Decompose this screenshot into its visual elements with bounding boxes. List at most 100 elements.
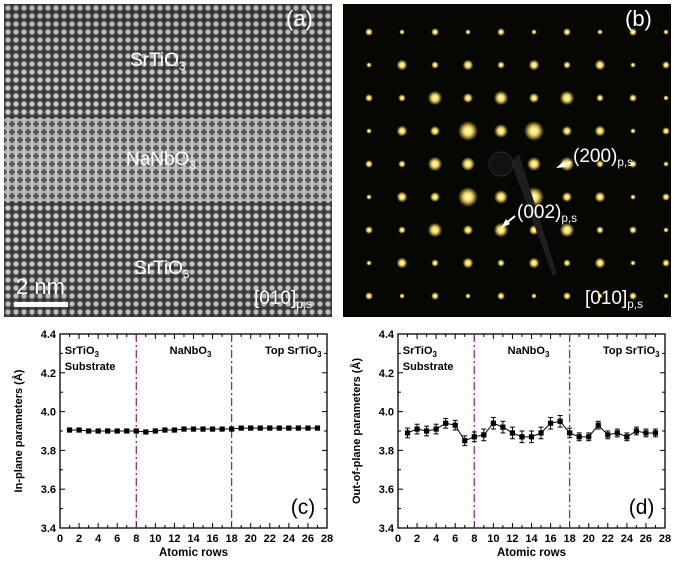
region-label: NaNbO3 <box>170 345 212 359</box>
data-point <box>586 434 592 440</box>
panel-label: (d) <box>629 496 655 519</box>
out-of-plane-chart-panel: 0 2 4 6 8 10 12 14 16 18 20 22 24 26 28 3.4 3.6 3.8 4.0 4.2… <box>338 322 676 559</box>
data-point <box>190 426 197 432</box>
data-point <box>490 420 496 426</box>
x-tick-label: 16 <box>206 533 218 545</box>
zone-axis-label-b: [010]p,s <box>585 288 643 312</box>
data-point <box>462 438 468 444</box>
region-label: SrTiO3 <box>403 345 438 359</box>
x-tick-label: 10 <box>487 533 499 545</box>
data-point <box>181 426 187 432</box>
x-tick-label: 16 <box>544 533 556 545</box>
x-tick-label: 2 <box>76 533 82 545</box>
layer-label-top-srtio3: SrTiO3 <box>130 50 186 74</box>
data-point <box>124 428 130 434</box>
data-point <box>200 426 206 432</box>
layer-label-nanbo3: NaNbO3 <box>126 149 196 173</box>
data-point <box>424 428 430 434</box>
x-tick-label: 18 <box>564 533 576 545</box>
x-tick-label: 0 <box>395 533 401 545</box>
data-point <box>443 420 449 426</box>
data-point <box>481 432 487 438</box>
hrtem-image-panel: (a) SrTiO3 NaNbO3 SrTiO3 2 nm [010]p,s <box>4 4 332 317</box>
data-point <box>114 428 120 434</box>
data-point <box>547 420 554 426</box>
data-point <box>171 427 178 433</box>
data-point <box>209 426 216 432</box>
data-point <box>414 426 420 432</box>
y-axis-label: Out-of-plane parameters (Å) <box>350 358 363 504</box>
x-tick-label: 22 <box>602 533 614 545</box>
data-point <box>305 425 311 431</box>
data-point <box>314 425 321 431</box>
region-label: Substrate <box>65 361 116 373</box>
beam-stop <box>488 151 514 177</box>
spot-label-002: (002)p,s <box>517 202 578 226</box>
x-tick-label: 2 <box>414 533 420 545</box>
data-point <box>162 427 168 433</box>
x-tick-label: 8 <box>133 533 139 545</box>
panel-label: (c) <box>291 496 316 519</box>
data-point <box>643 430 649 436</box>
data-point <box>66 427 73 433</box>
y-tick-label: 4.2 <box>41 368 56 380</box>
zone-axis-label-a: [010]p,s <box>254 288 312 312</box>
data-point <box>576 434 582 440</box>
x-tick-label: 4 <box>95 533 102 545</box>
data-point <box>595 422 601 428</box>
data-point <box>614 430 620 436</box>
x-tick-label: 20 <box>583 533 595 545</box>
data-point <box>567 430 573 436</box>
data-point <box>471 434 477 440</box>
x-tick-label: 12 <box>168 533 180 545</box>
data-point <box>652 430 659 436</box>
y-tick-label: 4.0 <box>41 407 56 419</box>
x-tick-label: 28 <box>659 533 671 545</box>
y-tick-label: 3.6 <box>41 484 56 496</box>
data-point <box>538 430 544 436</box>
scale-bar-label: 2 nm <box>16 274 65 299</box>
y-tick-label: 4.2 <box>379 368 394 380</box>
data-point <box>248 425 254 431</box>
data-point <box>557 418 563 424</box>
data-point <box>267 425 273 431</box>
x-tick-label: 22 <box>264 533 276 545</box>
y-tick-label: 4.0 <box>379 407 394 419</box>
x-tick-label: 10 <box>149 533 161 545</box>
region-label: NaNbO3 <box>508 345 550 359</box>
data-point <box>143 429 149 435</box>
data-point <box>433 426 439 432</box>
diffraction-pattern-panel: (b) (200)p,s (002)p,s [010]p,s <box>343 4 671 317</box>
x-tick-label: 8 <box>471 533 477 545</box>
x-tick-label: 0 <box>57 533 63 545</box>
in-plane-chart-panel: 0 2 4 6 8 10 12 14 16 18 20 22 24 26 28 3.4 3.6 3.8 4.0 4.2… <box>0 322 338 559</box>
panel-label-b: (b) <box>625 6 652 31</box>
region-label: SrTiO3 <box>65 345 100 359</box>
x-tick-label: 26 <box>302 533 314 545</box>
x-tick-label: 28 <box>321 533 333 545</box>
data-point <box>238 425 244 431</box>
data-point <box>105 428 111 434</box>
data-point <box>276 425 282 431</box>
y-tick-label: 3.8 <box>379 445 394 457</box>
spot-label-200: (200)p,s <box>573 146 634 170</box>
x-tick-label: 14 <box>187 533 200 545</box>
data-point <box>404 430 411 436</box>
x-tick-label: 4 <box>433 533 440 545</box>
region-label: Top SrTiO3 <box>265 345 322 359</box>
hrtem-lattice-image <box>4 4 332 317</box>
data-point <box>219 426 225 432</box>
data-point <box>633 428 639 434</box>
data-point <box>286 425 292 431</box>
x-tick-label: 12 <box>506 533 518 545</box>
region-label: Top SrTiO3 <box>603 345 660 359</box>
out-of-plane-chart: 0 2 4 6 8 10 12 14 16 18 20 22 24 26 283.43.63.84.04.2… <box>350 329 671 559</box>
x-tick-label: 24 <box>621 533 634 545</box>
y-tick-label: 4.4 <box>41 329 57 341</box>
x-tick-label: 24 <box>283 533 296 545</box>
x-axis-label: Atomic rows <box>159 547 228 558</box>
data-point <box>519 434 525 440</box>
data-point <box>528 434 535 440</box>
data-point <box>500 424 506 430</box>
y-tick-label: 3.4 <box>379 523 395 535</box>
